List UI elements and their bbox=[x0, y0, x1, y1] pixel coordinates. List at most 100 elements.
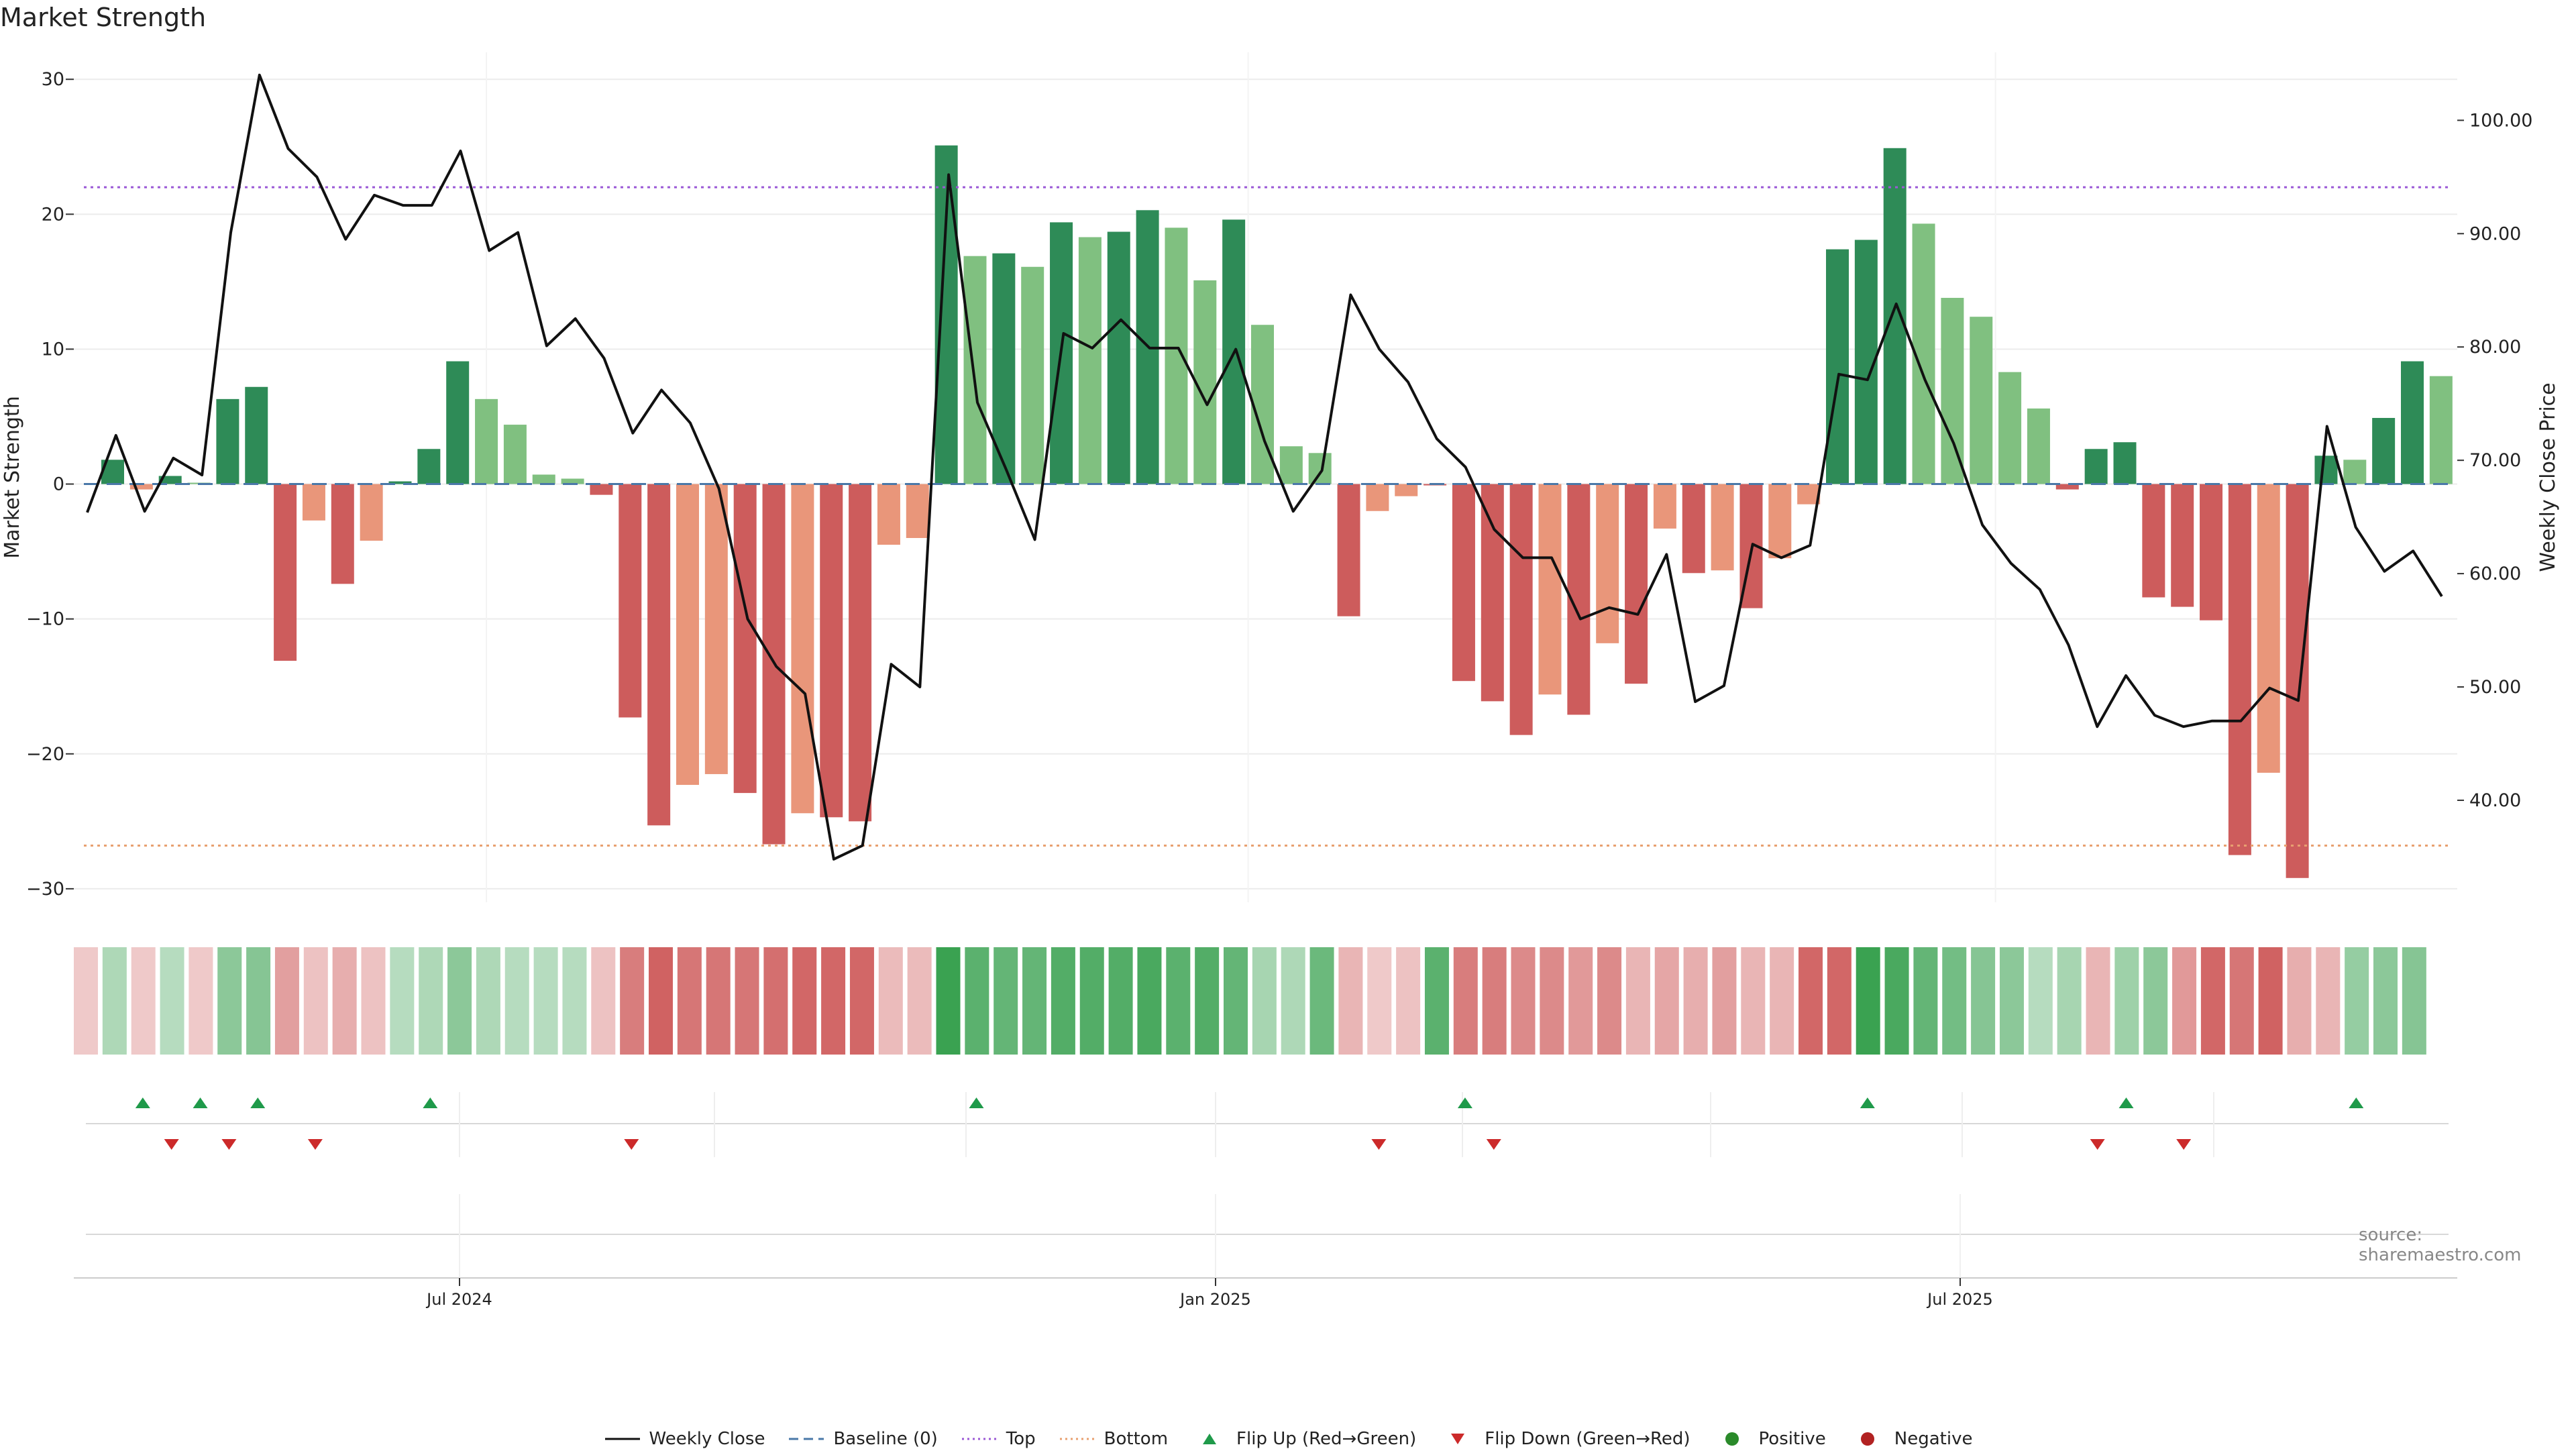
heat-cell bbox=[361, 947, 386, 1055]
strength-bar bbox=[2142, 484, 2165, 598]
strength-bar bbox=[1682, 484, 1705, 574]
heat-cell bbox=[1712, 947, 1737, 1055]
strength-bar bbox=[1941, 298, 1964, 484]
strength-bar bbox=[2228, 484, 2251, 855]
heat-cell bbox=[1137, 947, 1162, 1055]
heat-cell bbox=[2086, 947, 2110, 1055]
heat-cell bbox=[1741, 947, 1766, 1055]
flip-down-marker bbox=[1486, 1139, 1501, 1150]
heat-cell bbox=[1511, 947, 1536, 1055]
strength-bar bbox=[963, 256, 987, 484]
heat-cell bbox=[2402, 947, 2426, 1055]
heat-cell bbox=[763, 947, 788, 1055]
strength-bar bbox=[1596, 484, 1619, 643]
heat-cell bbox=[907, 947, 932, 1055]
triangle-down-icon bbox=[1451, 1434, 1465, 1444]
strength-bar bbox=[1768, 484, 1792, 559]
strength-bar bbox=[2286, 484, 2309, 878]
strength-bar bbox=[1193, 280, 1217, 484]
heat-cell bbox=[2200, 947, 2225, 1055]
heat-cell bbox=[1856, 947, 1880, 1055]
strength-bars bbox=[101, 145, 2453, 878]
strength-bar bbox=[906, 484, 929, 538]
legend-label: Flip Down (Green→Red) bbox=[1485, 1429, 1690, 1449]
flip-up-marker bbox=[250, 1097, 266, 1108]
strength-bar bbox=[245, 386, 268, 484]
chart-title: Market Strength bbox=[0, 3, 207, 32]
strength-bar bbox=[733, 484, 757, 794]
legend-item: Negative bbox=[1849, 1429, 1972, 1449]
heat-cell bbox=[2229, 947, 2254, 1055]
heat-cell bbox=[649, 947, 673, 1055]
strength-bar bbox=[849, 484, 872, 822]
heat-cell bbox=[994, 947, 1018, 1055]
heat-cell bbox=[1281, 947, 1305, 1055]
strength-bar bbox=[2113, 442, 2137, 484]
strength-bar bbox=[1998, 372, 2022, 484]
heat-cell bbox=[936, 947, 961, 1055]
strength-bar bbox=[1078, 237, 1102, 484]
flip-down-marker bbox=[164, 1139, 179, 1150]
heat-strip bbox=[74, 947, 2426, 1055]
flip-down-marker bbox=[221, 1139, 237, 1150]
y-tick-label: −30 bbox=[26, 879, 64, 900]
strength-bar bbox=[590, 484, 613, 495]
legend: Weekly Close Baseline (0) Top Bottom Flip Up… bbox=[0, 1429, 2576, 1449]
x-tick-label: Jan 2025 bbox=[1179, 1290, 1251, 1309]
x-tick-label: Jul 2024 bbox=[425, 1290, 492, 1309]
flip-up-marker bbox=[2349, 1097, 2364, 1108]
heat-cell bbox=[2258, 947, 2283, 1055]
weekly-close-line-group bbox=[86, 73, 2443, 861]
strength-bar bbox=[1653, 484, 1676, 529]
strength-bar bbox=[1625, 484, 1648, 684]
strength-bar bbox=[2171, 484, 2194, 607]
heat-cell bbox=[1913, 947, 1938, 1055]
heat-cell bbox=[1827, 947, 1851, 1055]
strength-bar bbox=[1107, 231, 1130, 484]
strength-bar bbox=[129, 484, 153, 490]
heat-cell bbox=[1683, 947, 1708, 1055]
strength-bar bbox=[1395, 484, 1418, 496]
legend-label: Flip Up (Red→Green) bbox=[1236, 1429, 1417, 1449]
strength-bar bbox=[2200, 484, 2223, 621]
dot-green-icon bbox=[1725, 1432, 1739, 1446]
strength-bar bbox=[532, 474, 555, 484]
heat-cell bbox=[706, 947, 731, 1055]
heat-cell bbox=[562, 947, 587, 1055]
y-tick-label: 20 bbox=[42, 204, 64, 225]
heat-cell bbox=[332, 947, 357, 1055]
flip-down-marker bbox=[2090, 1139, 2105, 1150]
heat-cell bbox=[2172, 947, 2197, 1055]
strength-bar bbox=[417, 449, 441, 484]
strength-bar bbox=[676, 484, 699, 786]
y2-tick-label: 80.00 bbox=[2469, 337, 2521, 358]
strength-bar bbox=[1251, 325, 1274, 484]
line-dashed-icon bbox=[789, 1438, 824, 1440]
flip-down-marker bbox=[1371, 1139, 1387, 1150]
heat-cell bbox=[2345, 947, 2369, 1055]
heat-cell bbox=[246, 947, 271, 1055]
x-tick-label: Jul 2025 bbox=[1926, 1290, 1993, 1309]
heat-cell bbox=[1770, 947, 1794, 1055]
heat-cell bbox=[1022, 947, 1047, 1055]
strength-bar bbox=[2257, 484, 2280, 773]
strength-bar bbox=[1021, 266, 1044, 484]
strength-bar bbox=[302, 484, 325, 521]
heat-cell bbox=[1224, 947, 1248, 1055]
legend-item: Flip Up (Red→Green) bbox=[1191, 1429, 1416, 1449]
heat-cell bbox=[620, 947, 645, 1055]
y2-axis-label: Weekly Close Price bbox=[2536, 382, 2560, 572]
heat-cell bbox=[1079, 947, 1104, 1055]
strength-bar bbox=[216, 398, 239, 484]
heat-cell bbox=[447, 947, 472, 1055]
heat-cell bbox=[390, 947, 415, 1055]
strength-bar bbox=[1970, 317, 1993, 484]
strength-bar bbox=[2401, 361, 2424, 484]
heat-cell bbox=[1654, 947, 1679, 1055]
triangle-up-icon bbox=[1203, 1434, 1217, 1444]
strength-bar bbox=[2055, 484, 2079, 490]
heat-cell bbox=[1971, 947, 1996, 1055]
heat-cell bbox=[1338, 947, 1363, 1055]
strength-bar bbox=[791, 484, 814, 814]
strength-bar bbox=[2372, 418, 2396, 484]
